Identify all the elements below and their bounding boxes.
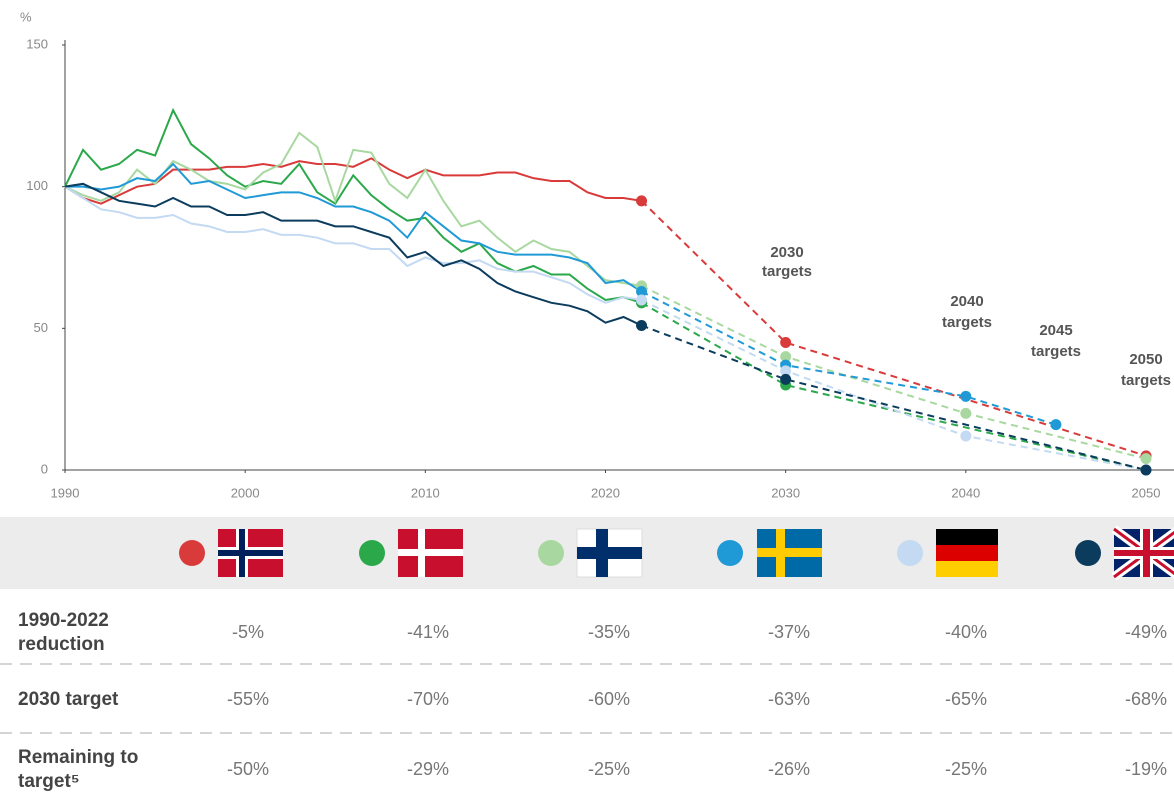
target-line [641,299,1147,471]
legend-swatch [897,540,923,566]
latest-dot [636,294,648,306]
row-label: 1990-2022 reduction [18,610,109,655]
x-tick-label: 2030 [771,485,800,500]
x-tick-label: 1990 [51,485,80,500]
y-tick-label: 100 [26,178,48,193]
target-line [641,301,1147,471]
table-cell: -41% [407,622,449,642]
series-line [64,182,642,327]
target-dot [960,390,972,402]
table-cell: -37% [768,622,810,642]
x-tick-label: 2040 [951,485,980,500]
flag-sweden [757,529,822,577]
annotation: 2050 targets [1121,351,1171,389]
flag-germany [936,529,998,577]
flag-norway [218,529,283,577]
table-cell: -5% [232,622,264,642]
table-cell: -55% [227,689,269,709]
series-line [64,131,642,287]
table-cell: -25% [588,759,630,779]
y-tick-label: 50 [34,320,48,335]
target-dot [780,351,792,363]
legend-swatch [1075,540,1101,566]
target-dot [780,365,792,377]
x-tick-label: 2000 [231,485,260,500]
y-tick-label: 150 [26,36,48,51]
table-cell: -68% [1125,689,1167,709]
target-line [641,284,1147,460]
legend-swatch [359,540,385,566]
target-dot [960,430,972,442]
target-dot [1050,419,1062,431]
target-line [641,324,1147,471]
target-dot [780,373,792,385]
flag-denmark [398,529,463,577]
y-unit-label: % [20,9,32,24]
table-cell: -63% [768,689,810,709]
row-label-box: 1990-2022 reduction [18,610,109,655]
x-tick-label: 2020 [591,485,620,500]
table-cell: -26% [768,759,810,779]
legend-swatch [179,540,205,566]
table-cell: -29% [407,759,449,779]
target-dot [960,407,972,419]
annotation: 2045 targets [1031,322,1081,360]
legend-swatch [717,540,743,566]
annotation: 2030 targets [762,244,812,280]
table-cell: -60% [588,689,630,709]
x-tick-label: 2010 [411,485,440,500]
row-label-box: 2030 target [18,689,119,710]
table-cell: -35% [588,622,630,642]
legend-swatch [538,540,564,566]
table-cell: -70% [407,689,449,709]
target-line [641,290,1057,426]
table-cell: -49% [1125,622,1167,642]
target-dot [1140,453,1152,465]
table-cell: -50% [227,759,269,779]
table-cell: -40% [945,622,987,642]
annotation: 2040 targets [942,293,992,331]
latest-dot [636,320,648,331]
row-label: Remaining to target⁵ [18,747,139,792]
latest-dot [636,195,648,207]
flag-uk [1111,525,1174,581]
latest-dot [636,286,648,297]
table-cell: -25% [945,759,987,779]
series-line [64,185,642,304]
series-line [64,157,642,205]
series-line [65,162,643,293]
series-line [64,107,642,304]
y-tick-label: 0 [41,461,48,476]
row-label-box: Remaining to target⁵ [18,747,139,792]
table-cell: -65% [945,689,987,709]
x-tick-label: 2050 [1132,485,1161,500]
flag-finland [576,528,643,578]
target-dot [1140,464,1152,476]
table-cell: -19% [1125,759,1167,779]
flags [218,525,1174,581]
row-label: 2030 target [18,689,119,710]
target-dot [780,337,792,348]
